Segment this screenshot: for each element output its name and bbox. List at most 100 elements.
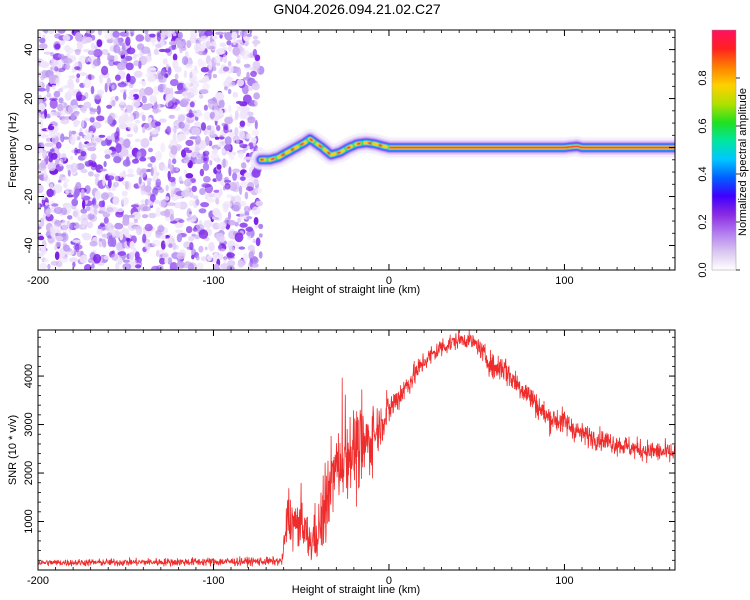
- noise-blob: [90, 42, 96, 51]
- noise-blob: [183, 82, 192, 89]
- noise-blob: [133, 60, 140, 67]
- noise-blob: [167, 257, 173, 265]
- noise-blob: [218, 244, 222, 251]
- noise-blob: [197, 30, 206, 34]
- noise-blob: [50, 231, 56, 238]
- noise-blob: [80, 188, 85, 198]
- noise-blob: [103, 74, 110, 79]
- noise-blob: [78, 72, 87, 76]
- noise-blob: [140, 199, 145, 204]
- noise-blob: [60, 118, 70, 125]
- noise-blob: [85, 206, 91, 212]
- noise-blob: [54, 43, 61, 50]
- noise-blob: [73, 191, 79, 200]
- noise-blob: [158, 75, 167, 83]
- noise-blob: [198, 229, 209, 239]
- noise-blob: [243, 63, 251, 68]
- noise-blob: [162, 83, 166, 89]
- colorbar-tick-label: 0.0: [697, 262, 709, 277]
- noise-blob: [84, 134, 91, 141]
- noise-blob: [93, 173, 100, 178]
- noise-blob: [82, 199, 86, 210]
- noise-blob: [93, 204, 99, 209]
- noise-blob: [139, 156, 147, 162]
- noise-blob: [200, 122, 206, 131]
- noise-blob: [151, 38, 156, 47]
- noise-blob: [47, 30, 55, 35]
- noise-blob: [107, 52, 111, 59]
- noise-blob: [46, 92, 52, 98]
- noise-blob: [38, 226, 42, 230]
- noise-blob: [108, 59, 115, 67]
- noise-blob: [55, 241, 62, 247]
- noise-blob: [251, 168, 261, 178]
- noise-blob: [122, 218, 130, 226]
- x-tick-label: 0: [386, 275, 392, 287]
- noise-blob: [252, 35, 259, 40]
- noise-blob: [237, 217, 241, 222]
- noise-blob: [38, 94, 42, 101]
- trace-core-red: [389, 145, 675, 149]
- noise-blob: [239, 211, 245, 220]
- noise-blob: [203, 104, 208, 111]
- noise-blob: [130, 204, 140, 208]
- noise-blob: [39, 119, 44, 129]
- noise-blob: [245, 171, 249, 179]
- noise-blob: [53, 90, 61, 98]
- noise-blob: [228, 245, 235, 253]
- noise-blob: [171, 97, 177, 103]
- noise-blob: [237, 260, 245, 268]
- noise-blob: [39, 43, 48, 50]
- snr-y-axis-title: SNR (10 * v/v): [7, 415, 19, 485]
- noise-blob: [199, 94, 204, 99]
- noise-blob: [52, 111, 62, 117]
- noise-blob: [112, 181, 119, 188]
- noise-blob: [54, 251, 60, 260]
- snr-series-line: [38, 330, 675, 568]
- noise-blob: [107, 237, 114, 247]
- noise-blob: [249, 66, 259, 71]
- noise-blob: [230, 196, 235, 203]
- noise-blob: [88, 74, 92, 81]
- noise-blob: [80, 208, 88, 214]
- noise-blob: [172, 242, 177, 250]
- noise-blob: [221, 122, 226, 127]
- noise-blob: [139, 169, 147, 178]
- noise-blob: [235, 59, 241, 64]
- noise-blob: [178, 219, 185, 223]
- noise-blob: [232, 91, 239, 98]
- noise-blob: [98, 134, 106, 138]
- noise-blob: [97, 30, 102, 36]
- y-tick-label: 4000: [23, 364, 35, 388]
- noise-blob: [102, 176, 106, 187]
- noise-blob: [215, 171, 223, 182]
- noise-blob: [80, 150, 87, 157]
- noise-blob: [101, 48, 109, 56]
- noise-blob: [128, 251, 134, 261]
- noise-blob: [57, 103, 64, 112]
- noise-blob: [114, 223, 124, 230]
- noise-blob: [42, 97, 47, 102]
- noise-blob: [185, 226, 193, 234]
- noise-blob: [152, 104, 159, 115]
- noise-blob: [224, 217, 231, 224]
- noise-blob: [60, 207, 68, 216]
- noise-blob: [234, 127, 239, 136]
- noise-blob: [218, 98, 225, 109]
- noise-blob: [224, 116, 234, 125]
- noise-blob: [196, 43, 203, 48]
- noise-blob: [104, 82, 108, 93]
- noise-blob: [206, 197, 216, 203]
- noise-blob: [150, 166, 154, 177]
- noise-blob: [164, 208, 171, 218]
- noise-blob: [177, 135, 183, 142]
- noise-blob: [224, 86, 228, 91]
- noise-blob: [168, 176, 176, 182]
- snr-x-ticks: -200 -100 0 100: [27, 330, 671, 587]
- noise-blob: [72, 239, 81, 243]
- noise-blob: [232, 38, 237, 46]
- noise-blob: [222, 201, 232, 208]
- noise-blob: [58, 97, 64, 104]
- noise-blob: [149, 200, 153, 205]
